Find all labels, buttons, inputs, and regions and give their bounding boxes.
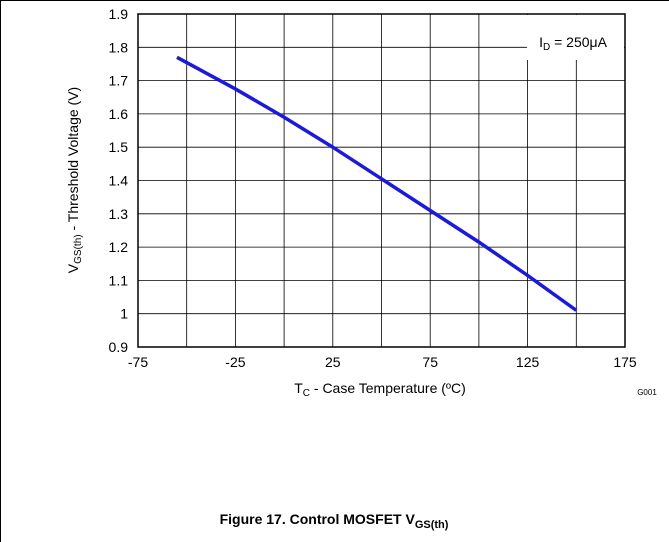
y-tick-label: 1.4 <box>109 173 129 189</box>
y-tick-label: 1.1 <box>109 272 129 288</box>
annotation-background <box>527 15 624 60</box>
annotation-part: D <box>543 42 550 53</box>
annotation-part: = 250μA <box>550 34 607 50</box>
y-tick-label: 1.3 <box>109 206 129 222</box>
y-tick-label: 0.9 <box>109 339 129 355</box>
y-tick-label: 1.7 <box>109 73 129 89</box>
annotation-part: I <box>539 34 543 50</box>
data-line <box>176 55 578 312</box>
y-tick-label: 1.8 <box>109 39 129 55</box>
y-tick-label: 1 <box>120 306 128 322</box>
y-axis-label: VGS(th) - Threshold Voltage (V) <box>65 87 84 273</box>
plot-frame <box>137 13 626 348</box>
figure-code: G001 <box>637 388 657 397</box>
y-tick-label: 1.2 <box>109 239 129 255</box>
x-tick-label: 175 <box>613 354 637 370</box>
x-axis-label: TC - Case Temperature (ºC) <box>294 380 466 399</box>
x-tick-label: 125 <box>516 354 540 370</box>
x-tick-label: 75 <box>422 354 438 370</box>
y-tick-label: 1.6 <box>109 106 129 122</box>
x-tick-label: 25 <box>325 354 341 370</box>
plot: 0.9 1 1.1 1.2 1.3 1.4 1.5 1.6 1.7 1.8 1.9 -75 -25 25 7… <box>109 6 637 370</box>
caption: Figure 17. Control MOSFET VGS(th) <box>220 511 449 531</box>
x-tick-label: -25 <box>225 354 245 370</box>
y-tick-label: 1.5 <box>109 139 129 155</box>
x-tick-label: -75 <box>128 354 148 370</box>
y-tick-label: 1.9 <box>109 6 129 22</box>
annotation: ID = 250μA <box>539 34 608 53</box>
